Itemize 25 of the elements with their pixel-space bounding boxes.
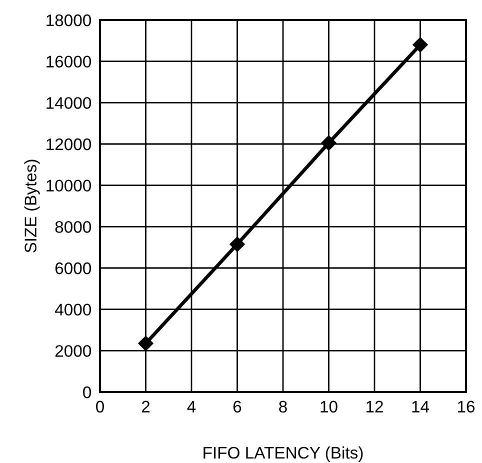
point: [230, 236, 245, 252]
x-tick-label: 0: [96, 400, 104, 413]
y-tick-label: 12000: [46, 138, 92, 150]
y-tick-label: 16000: [46, 56, 92, 68]
x-tick-label: 10: [320, 400, 338, 413]
y-tick-label: 0: [83, 386, 92, 398]
x-tick-label: 16: [458, 400, 475, 413]
x-axis-title: FIFO LATENCY (Bits): [204, 446, 363, 462]
x-tick-label: 8: [279, 400, 287, 413]
y-axis-title: SIZE (Bytes): [24, 160, 40, 252]
x-tick-label: 12: [366, 400, 383, 412]
y-tick-label: 18000: [46, 14, 92, 26]
y-tick-label: 10000: [46, 180, 92, 192]
y-tick-label: 6000: [55, 262, 92, 274]
x-tick-label: 6: [233, 400, 242, 413]
y-tick-label: 4000: [54, 304, 92, 316]
point: [412, 37, 428, 52]
x-tick-label: 4: [187, 400, 196, 412]
y-tick-label: 2000: [55, 345, 92, 357]
point: [321, 135, 336, 151]
x-tick-label: 14: [412, 400, 430, 412]
point: [138, 336, 154, 352]
x-tick-label: 2: [142, 400, 150, 412]
y-tick-label: 14000: [46, 97, 92, 109]
y-tick-label: 8000: [55, 221, 92, 233]
